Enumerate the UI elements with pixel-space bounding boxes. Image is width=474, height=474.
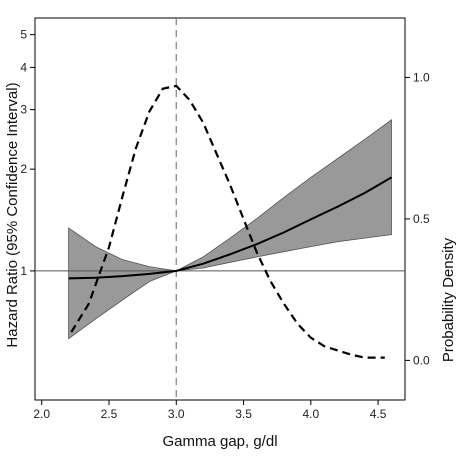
x-tick-label: 2.0	[33, 407, 50, 421]
reference-lines-layer	[35, 18, 405, 400]
hazard-ratio-line	[68, 176, 393, 280]
plot-frame	[34, 17, 406, 401]
x-tick-label: 2.5	[101, 407, 118, 421]
y-axis-left-title: Hazard Ratio (95% Confidence Interval)	[4, 82, 21, 347]
curve-layer	[68, 84, 393, 359]
y-left-tick-label: 1	[20, 264, 27, 278]
y-right-tick-label: 0.5	[413, 212, 430, 226]
confidence-band-layer	[68, 119, 392, 340]
y-axis-right-title: Probability Density	[440, 237, 457, 362]
x-tick-label: 4.0	[302, 407, 319, 421]
y-left-tick-label: 3	[20, 103, 27, 117]
y-axis-right: 0.0 0.5 1.0	[405, 70, 430, 367]
y-axis-left: 1 2 3 4 5	[20, 28, 35, 278]
y-left-tick-label: 2	[20, 162, 27, 176]
x-tick-label: 3.5	[235, 407, 252, 421]
y-left-tick-label: 4	[20, 60, 27, 74]
x-axis: 2.0 2.5 3.0 3.5 4.0 4.5	[33, 400, 387, 421]
y-right-tick-label: 0.0	[413, 353, 430, 367]
x-tick-label: 4.5	[370, 407, 387, 421]
x-tick-label: 3.0	[168, 407, 185, 421]
y-right-tick-label: 1.0	[413, 70, 430, 84]
y-left-tick-label: 5	[20, 28, 27, 42]
confidence-band	[68, 119, 392, 340]
x-axis-title: Gamma gap, g/dl	[162, 433, 277, 450]
